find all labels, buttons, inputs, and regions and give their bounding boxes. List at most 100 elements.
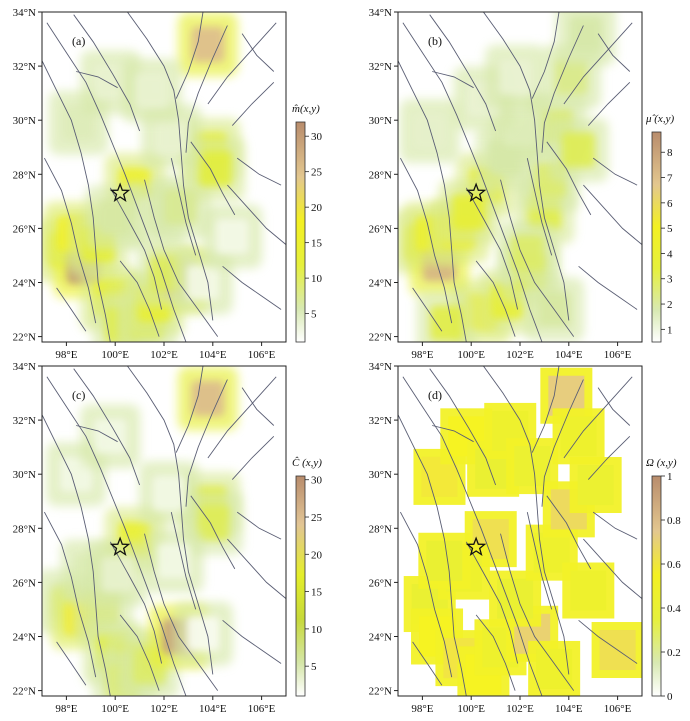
- fault-line: [175, 12, 204, 99]
- heat-cell: [177, 12, 238, 77]
- y-tick-label: 24°N: [369, 631, 392, 643]
- y-tick-label: 22°N: [13, 332, 36, 344]
- y-tick-label: 32°N: [13, 61, 36, 73]
- colorbar-d: Ω (x,y) 0 0.2 0.4 0.6 0.8 1: [646, 457, 681, 703]
- heat-cell: [202, 204, 263, 269]
- fault-lines-d: [398, 366, 642, 696]
- heatmap-layer-b: [398, 12, 616, 342]
- panel-a: (a) 22°N 24°N 26°N 28°N 30°N 32°N 34°N 98°E 100°…: [13, 7, 323, 361]
- x-tick-label: 98°E: [411, 703, 433, 715]
- fault-line: [578, 619, 638, 664]
- fault-line: [170, 512, 197, 610]
- colorbar-tick-label: 2: [667, 299, 673, 311]
- fault-line: [587, 81, 631, 126]
- y-tick-label: 30°N: [13, 115, 36, 127]
- colorbar-gradient-d: [651, 475, 662, 697]
- x-tick-label: 106°E: [604, 703, 632, 715]
- fault-line: [583, 538, 642, 599]
- fault-line: [412, 287, 443, 332]
- colorbar-tick-label: 10: [311, 273, 323, 285]
- heat-cell: [497, 220, 558, 285]
- y-tick-label: 22°N: [369, 332, 392, 344]
- fault-line: [231, 81, 275, 126]
- fault-line: [398, 414, 467, 696]
- fault-line: [222, 265, 282, 310]
- colorbar-tick-label: 15: [311, 238, 323, 250]
- fault-line: [241, 387, 275, 426]
- colorbar-gradient-b: [651, 131, 662, 343]
- fault-line: [73, 368, 141, 486]
- x-tick-label: 98°E: [55, 703, 77, 715]
- fault-line: [56, 287, 87, 332]
- x-tick-label: 100°E: [457, 703, 485, 715]
- fault-line: [597, 387, 631, 426]
- fault-line: [400, 511, 453, 678]
- fault-line: [541, 379, 584, 507]
- colorbar-tick-label: 15: [311, 587, 323, 599]
- fault-line: [73, 14, 141, 132]
- epicenter-star-icon: [465, 182, 487, 203]
- fault-line: [475, 614, 516, 691]
- heat-cell: [418, 532, 471, 589]
- y-tick-label: 22°N: [369, 686, 392, 698]
- fault-lines-b: [398, 12, 642, 342]
- fault-line: [207, 22, 277, 105]
- y-tick-label: 28°N: [369, 169, 392, 181]
- x-tick-label: 102°E: [150, 703, 178, 715]
- star-icon: [109, 182, 131, 203]
- fault-line: [236, 511, 282, 540]
- colorbar-gradient-a: [295, 121, 306, 343]
- axis-ticks-c: 22°N 24°N 26°N 28°N 30°N 32°N 34°N 98°E 100°E 102…: [13, 361, 276, 715]
- colorbar-tick-label: 0.2: [667, 647, 681, 659]
- fault-line: [170, 158, 197, 256]
- colorbar-tick-label: 25: [311, 512, 323, 524]
- fault-line: [190, 141, 236, 216]
- heatmap-layer-a: [42, 12, 263, 342]
- axis-ticks-a: 22°N 24°N 26°N 28°N 30°N 32°N 34°N 98°E 100°E 102…: [13, 7, 276, 361]
- colorbar-tick-label: 8: [667, 147, 673, 159]
- epicenter-star-icon: [109, 536, 131, 557]
- fault-line: [241, 33, 275, 72]
- fault-line: [144, 533, 219, 691]
- x-tick-label: 106°E: [604, 349, 632, 361]
- heat-cell: [138, 461, 199, 526]
- fault-line: [526, 512, 553, 610]
- epicenter-star-icon: [465, 536, 487, 557]
- colorbar-tick-label: 0.6: [667, 559, 681, 571]
- heat-cell: [438, 180, 499, 245]
- heat-cell: [399, 99, 460, 164]
- fault-line: [42, 60, 111, 342]
- epicenter-star-icon: [109, 182, 131, 203]
- x-tick-label: 98°E: [55, 349, 77, 361]
- colorbar-tick-label: 1: [667, 324, 673, 336]
- fault-line: [227, 538, 286, 599]
- fault-line: [563, 376, 633, 459]
- colorbar-tick-label: 4: [667, 248, 673, 260]
- fault-line: [531, 366, 560, 453]
- colorbar-tick-label: 5: [311, 309, 317, 321]
- x-tick-label: 102°E: [506, 703, 534, 715]
- y-tick-label: 24°N: [369, 277, 392, 289]
- fault-line: [578, 265, 638, 310]
- y-tick-label: 28°N: [369, 523, 392, 535]
- x-tick-label: 100°E: [101, 703, 129, 715]
- star-icon: [465, 536, 487, 557]
- x-tick-label: 102°E: [506, 349, 534, 361]
- fault-line: [500, 179, 575, 337]
- heat-cell: [413, 448, 466, 505]
- axis-ticks-b: 22°N 24°N 26°N 28°N 30°N 32°N 34°N 98°E 100°E 102…: [369, 7, 632, 361]
- fault-line: [475, 260, 516, 337]
- heatmap-layer-c: [42, 366, 243, 696]
- panel-label-d: (d): [428, 388, 442, 402]
- fault-line: [541, 25, 584, 153]
- colorbar-tick-label: 0.8: [667, 515, 681, 527]
- y-tick-label: 26°N: [13, 577, 36, 589]
- fault-line: [42, 414, 111, 696]
- fault-line: [583, 184, 642, 245]
- x-tick-label: 98°E: [411, 349, 433, 361]
- fault-line: [190, 495, 236, 570]
- colorbar-tick-label: 20: [311, 549, 323, 561]
- heat-cell: [562, 562, 615, 619]
- colorbar-label-b: μ̂ (x,y): [645, 113, 674, 125]
